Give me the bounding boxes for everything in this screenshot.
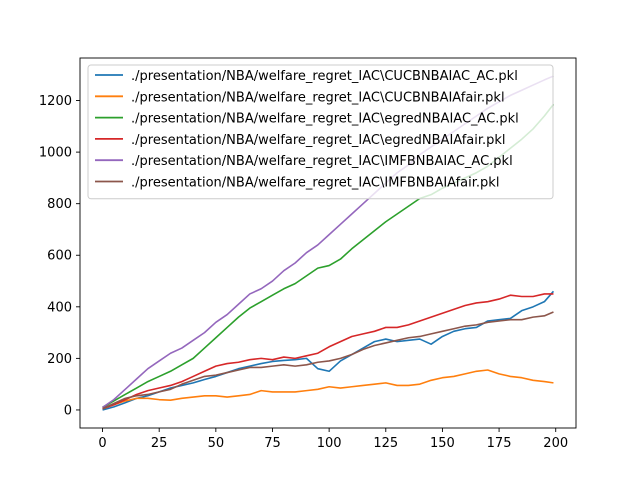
axes-layer: 0 25 50 75 100 125 150 175 200 0 200 400 600 800 1000 1… <box>39 57 577 451</box>
y-tick-label: 0 <box>64 403 72 418</box>
legend-label-3: ./presentation/NBA/welfare_regret_IAC\eg… <box>131 112 519 127</box>
series-layer <box>102 75 555 411</box>
legend-label-1: ./presentation/NBA/welfare_regret_IAC\CU… <box>131 69 518 84</box>
plot-frame <box>79 57 577 429</box>
legend-label-6: ./presentation/NBA/welfare_regret_IAC\IM… <box>131 176 499 191</box>
legend: ./presentation/NBA/welfare_regret_IAC\CU… <box>87 64 554 200</box>
y-tick-label: 600 <box>47 249 72 264</box>
x-tick-label: 75 <box>264 436 281 451</box>
x-tick-label: 50 <box>208 436 225 451</box>
x-tick-label: 175 <box>487 436 512 451</box>
x-tick-label: 0 <box>98 436 106 451</box>
series-line-4 <box>102 293 554 410</box>
legend-label-4: ./presentation/NBA/welfare_regret_IAC\eg… <box>131 133 506 148</box>
legend-label-5: ./presentation/NBA/welfare_regret_IAC\IM… <box>131 154 513 169</box>
x-tick-label: 200 <box>543 436 568 451</box>
legend-label-2: ./presentation/NBA/welfare_regret_IAC\CU… <box>131 90 505 105</box>
y-tick-label: 200 <box>47 352 72 367</box>
x-tick-label: 150 <box>430 436 455 451</box>
legend-box <box>87 64 554 200</box>
x-tick-label: 25 <box>151 436 168 451</box>
y-tick-label: 800 <box>47 197 72 212</box>
y-tick-label: 1200 <box>39 94 72 109</box>
x-tick-label: 100 <box>317 436 342 451</box>
x-tick-label: 125 <box>373 436 398 451</box>
series-line-2 <box>102 369 554 410</box>
y-tick-label: 1000 <box>39 146 72 161</box>
y-tick-label: 400 <box>47 300 72 315</box>
series-line-6 <box>102 311 554 410</box>
